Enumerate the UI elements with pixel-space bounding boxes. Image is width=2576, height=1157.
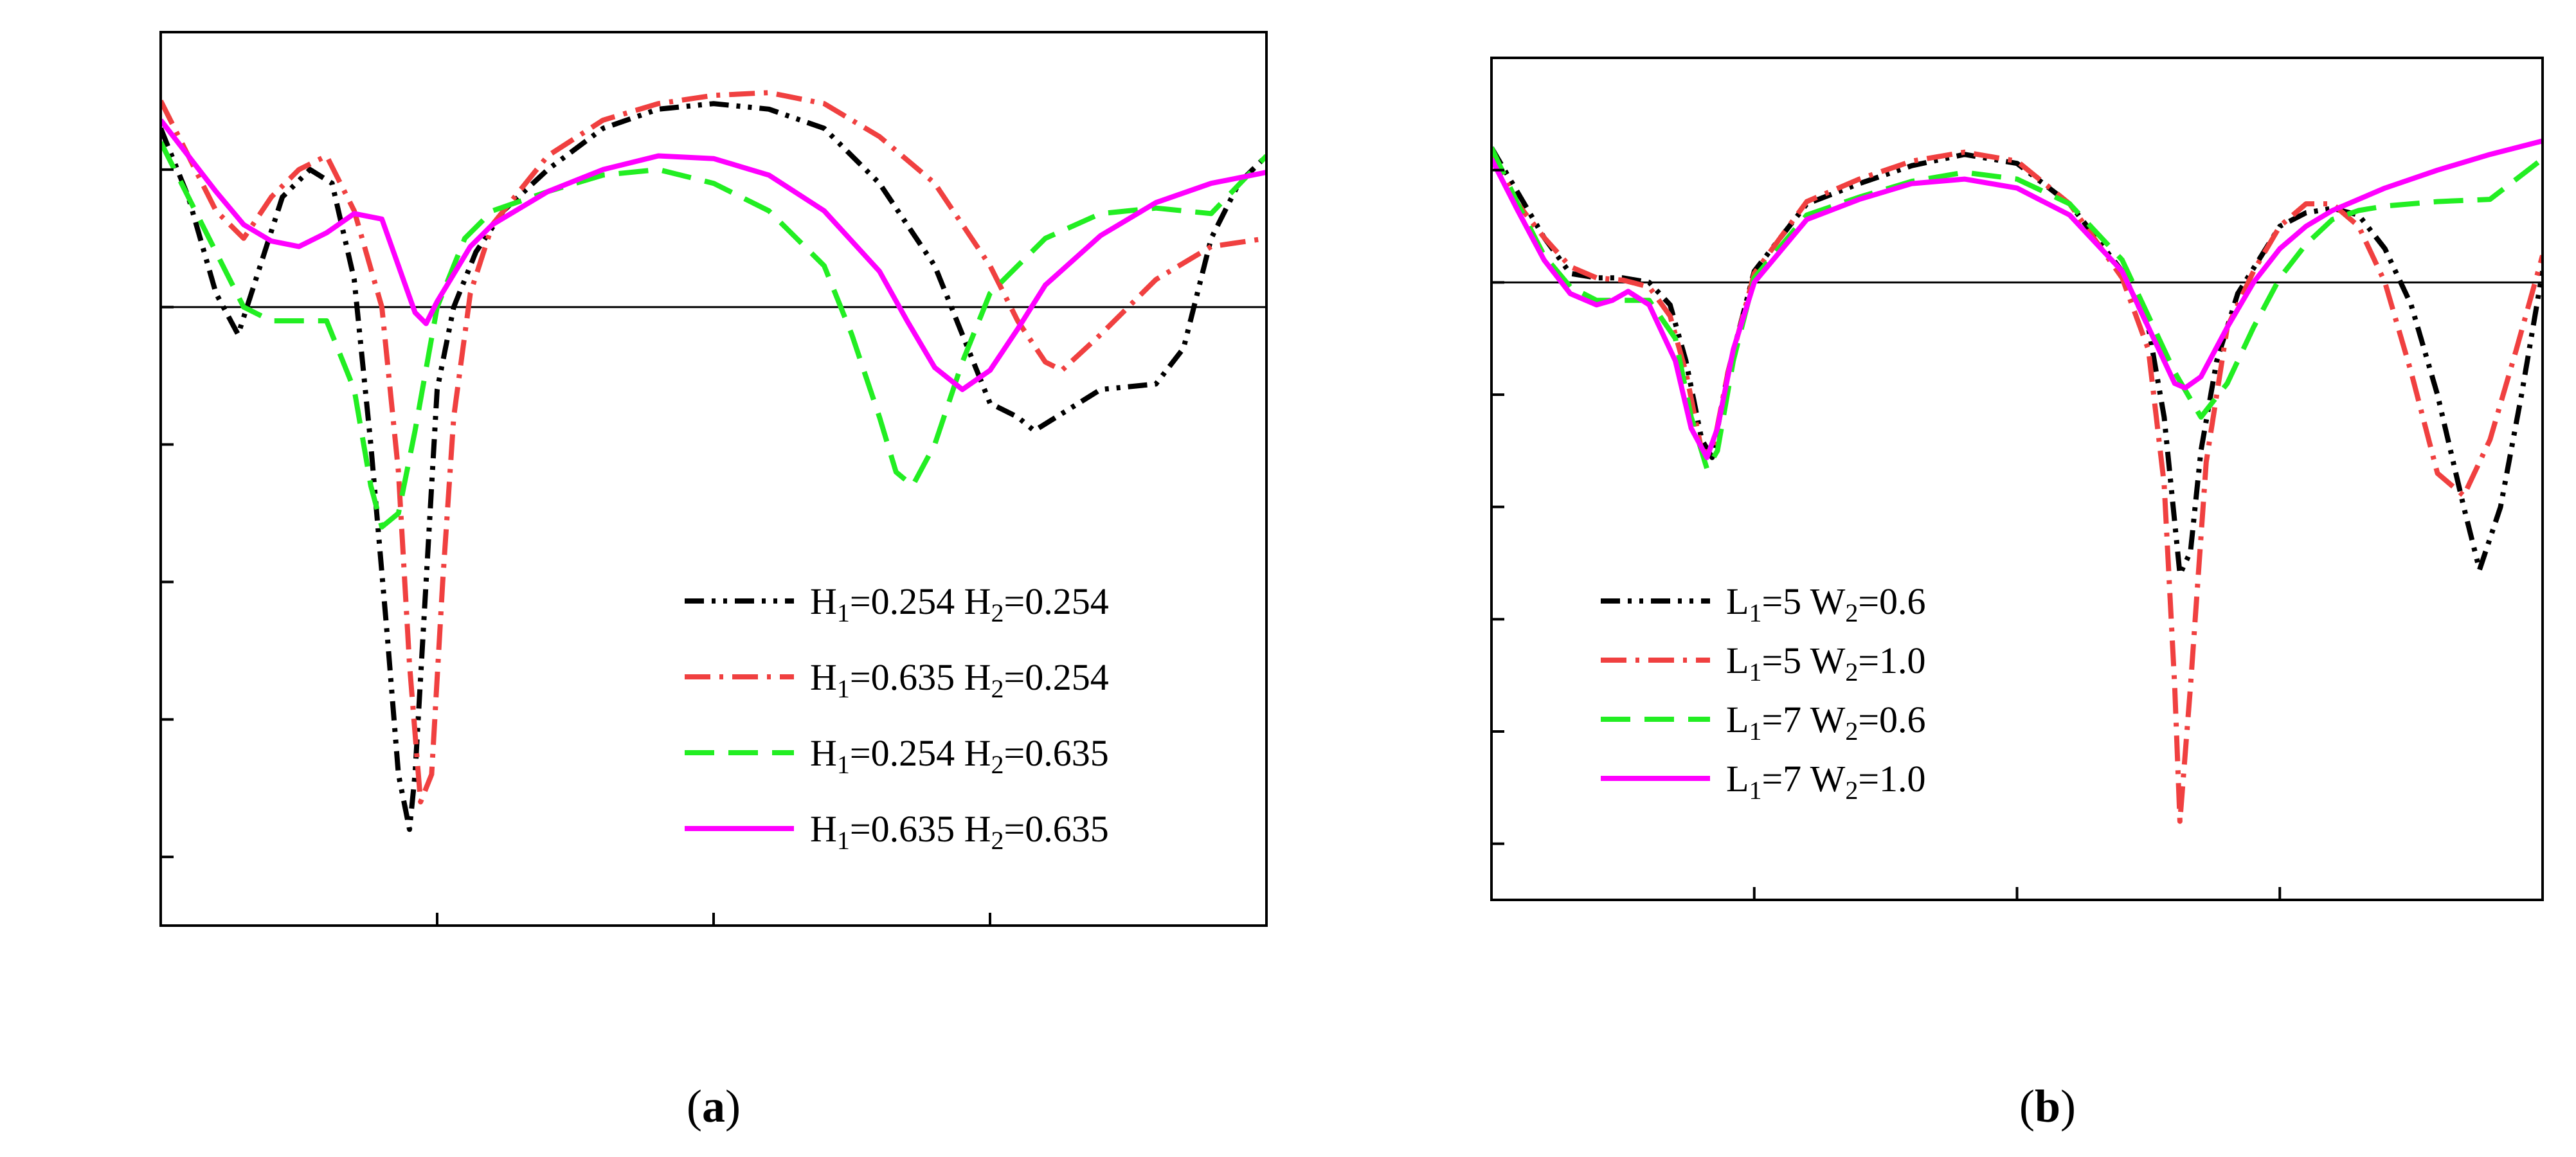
legend: L1=5 W2=0.6 L1=5 W2=1.0 L1=7 W2=0.6 L1=7 W2…: [1601, 580, 1926, 805]
series-line-1: [1491, 146, 2543, 577]
legend-label: H1=0.254 H2=0.254: [810, 580, 1109, 627]
legend-label: L1=7 W2=0.6: [1726, 699, 1926, 746]
series-line-3: [161, 141, 1266, 530]
plot-frame: [159, 31, 1268, 927]
panel-a: H1=0.254 H2=0.254 H1=0.635 H2=0.254 H1=0.2…: [159, 31, 1268, 1132]
series-line-2: [1491, 149, 2543, 824]
legend-label: L1=5 W2=0.6: [1726, 580, 1926, 627]
series-line-4: [1491, 138, 2543, 460]
legend: H1=0.254 H2=0.254 H1=0.635 H2=0.254 H1=0.2…: [685, 580, 1109, 855]
series-line-3: [1491, 147, 2543, 472]
panel-b: L1=5 W2=0.6 L1=5 W2=1.0 L1=7 W2=0.6 L1=7 W2…: [1490, 57, 2544, 1132]
panel-label: (b): [2019, 1081, 2076, 1132]
series-line-4: [161, 118, 1266, 392]
legend-label: L1=5 W2=1.0: [1726, 640, 1926, 686]
plot-frame: [1490, 57, 2544, 901]
legend-label: L1=7 W2=1.0: [1726, 758, 1926, 805]
legend-label: H1=0.635 H2=0.254: [810, 656, 1109, 703]
legend-label: H1=0.635 H2=0.635: [810, 808, 1109, 855]
series-line-1: [161, 101, 1266, 832]
panel-label: (a): [687, 1081, 741, 1132]
legend-label: H1=0.254 H2=0.635: [810, 732, 1109, 779]
